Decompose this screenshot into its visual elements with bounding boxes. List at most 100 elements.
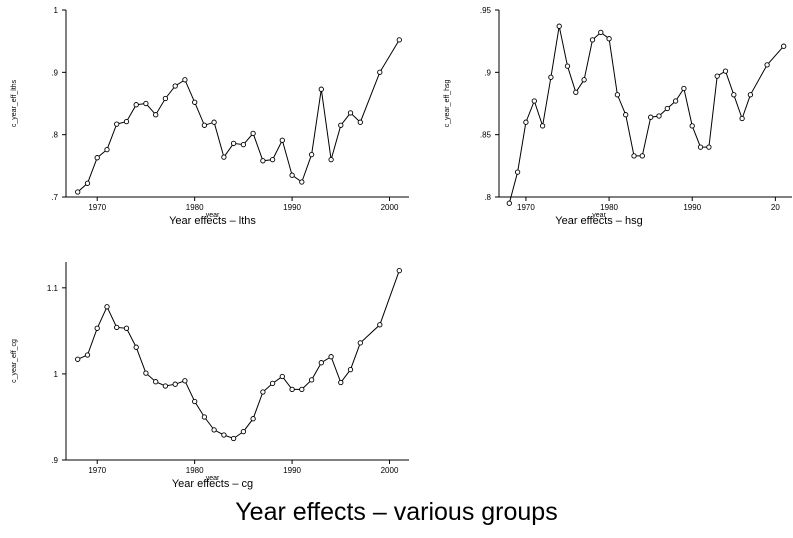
data-point-lths <box>289 172 295 178</box>
data-point-cg <box>260 389 266 395</box>
data-point-lths <box>153 112 159 118</box>
data-point-lths <box>396 37 402 43</box>
data-point-cg <box>75 356 81 362</box>
data-point-cg <box>289 386 295 393</box>
data-point-cg <box>328 354 334 360</box>
series-line-hsg <box>508 26 785 204</box>
data-point-lths <box>357 119 363 125</box>
data-point-hsg <box>573 89 579 95</box>
x-axis-label-cg: year <box>206 475 220 482</box>
y-tick-label-lths: .7 <box>51 193 58 202</box>
data-point-cg <box>84 352 91 358</box>
data-point-lths <box>123 118 130 125</box>
y-tick-label-hsg: .85 <box>480 131 492 140</box>
data-point-cg <box>182 378 188 384</box>
data-point-lths <box>308 151 315 158</box>
x-tick-label-hsg: 1980 <box>600 203 618 212</box>
y-tick-label-lths: 1 <box>54 6 59 15</box>
data-point-lths <box>114 121 120 127</box>
data-point-hsg <box>739 115 745 122</box>
data-point-lths <box>279 137 285 143</box>
data-point-lths <box>240 141 247 148</box>
data-point-hsg <box>581 77 587 83</box>
x-tick-label-cg: 1990 <box>283 466 301 475</box>
data-point-hsg <box>764 62 770 68</box>
data-point-cg <box>221 432 227 438</box>
series-line-lths <box>77 39 400 193</box>
data-point-cg <box>230 435 237 442</box>
data-point-lths <box>192 99 198 105</box>
data-point-cg <box>94 325 100 331</box>
data-point-hsg <box>531 98 537 104</box>
data-point-lths <box>347 110 354 116</box>
data-point-cg <box>123 325 130 331</box>
data-point-hsg <box>539 123 546 129</box>
data-point-hsg <box>672 98 679 104</box>
x-tick-label-lths: 2000 <box>381 203 399 212</box>
data-point-lths <box>269 156 276 163</box>
data-point-lths <box>377 69 383 75</box>
data-point-hsg <box>656 113 662 119</box>
data-point-hsg <box>514 169 521 175</box>
data-point-hsg <box>606 36 612 42</box>
data-point-lths <box>230 140 237 147</box>
data-point-hsg <box>731 92 737 98</box>
data-point-hsg <box>614 92 621 98</box>
x-tick-label-cg: 1980 <box>186 466 204 475</box>
data-point-lths <box>133 102 139 108</box>
data-point-cg <box>114 324 120 331</box>
data-point-cg <box>357 340 363 346</box>
y-axis-label-lths: c_year_eff_lths <box>11 79 18 127</box>
data-point-lths <box>318 86 324 92</box>
data-point-hsg <box>747 92 754 98</box>
data-point-lths <box>172 83 178 89</box>
data-point-lths <box>75 189 81 195</box>
data-point-lths <box>84 180 91 186</box>
data-point-hsg <box>598 29 604 36</box>
data-point-lths <box>338 122 344 128</box>
data-point-lths <box>143 100 149 107</box>
data-point-cg <box>377 322 383 328</box>
x-tick-label-lths: 1980 <box>186 203 204 212</box>
data-point-cg <box>211 427 217 433</box>
x-tick-label-hsg: 1990 <box>683 203 701 212</box>
y-tick-label-lths: .8 <box>51 131 58 140</box>
data-point-lths <box>201 122 208 128</box>
data-point-cg <box>269 380 276 387</box>
y-tick-label-hsg: .8 <box>484 193 491 202</box>
data-point-lths <box>221 154 227 160</box>
data-point-cg <box>338 379 344 386</box>
data-point-lths <box>94 155 100 161</box>
data-point-cg <box>396 267 402 274</box>
data-point-cg <box>153 379 159 385</box>
data-point-lths <box>260 158 266 164</box>
x-tick-label-cg: 2000 <box>381 466 399 475</box>
data-point-lths <box>211 119 217 125</box>
data-point-cg <box>308 377 315 383</box>
data-point-cg <box>250 416 256 422</box>
x-tick-label-hsg: 20 <box>771 203 780 212</box>
data-point-cg <box>104 304 110 310</box>
data-point-hsg <box>589 37 596 43</box>
y-tick-label-cg: 1 <box>54 370 59 379</box>
y-tick-label-hsg: .95 <box>480 6 492 15</box>
data-point-hsg <box>631 153 637 159</box>
data-point-hsg <box>623 112 629 118</box>
x-tick-label-hsg: 1970 <box>517 203 535 212</box>
y-tick-label-lths: .9 <box>51 68 58 77</box>
x-axis-label-lths: year <box>206 212 220 219</box>
figure-title: Year effects – various groups <box>235 498 558 526</box>
data-point-hsg <box>523 119 529 125</box>
panel-title-cg: Year effects – cg <box>172 478 253 490</box>
y-axis-label-cg: c_year_eff_cg <box>11 339 18 383</box>
data-point-cg <box>162 383 169 389</box>
data-point-hsg <box>506 200 512 206</box>
data-point-hsg <box>664 105 670 112</box>
y-tick-label-hsg: .9 <box>484 68 491 77</box>
data-point-cg <box>192 398 198 405</box>
data-point-hsg <box>648 114 654 120</box>
